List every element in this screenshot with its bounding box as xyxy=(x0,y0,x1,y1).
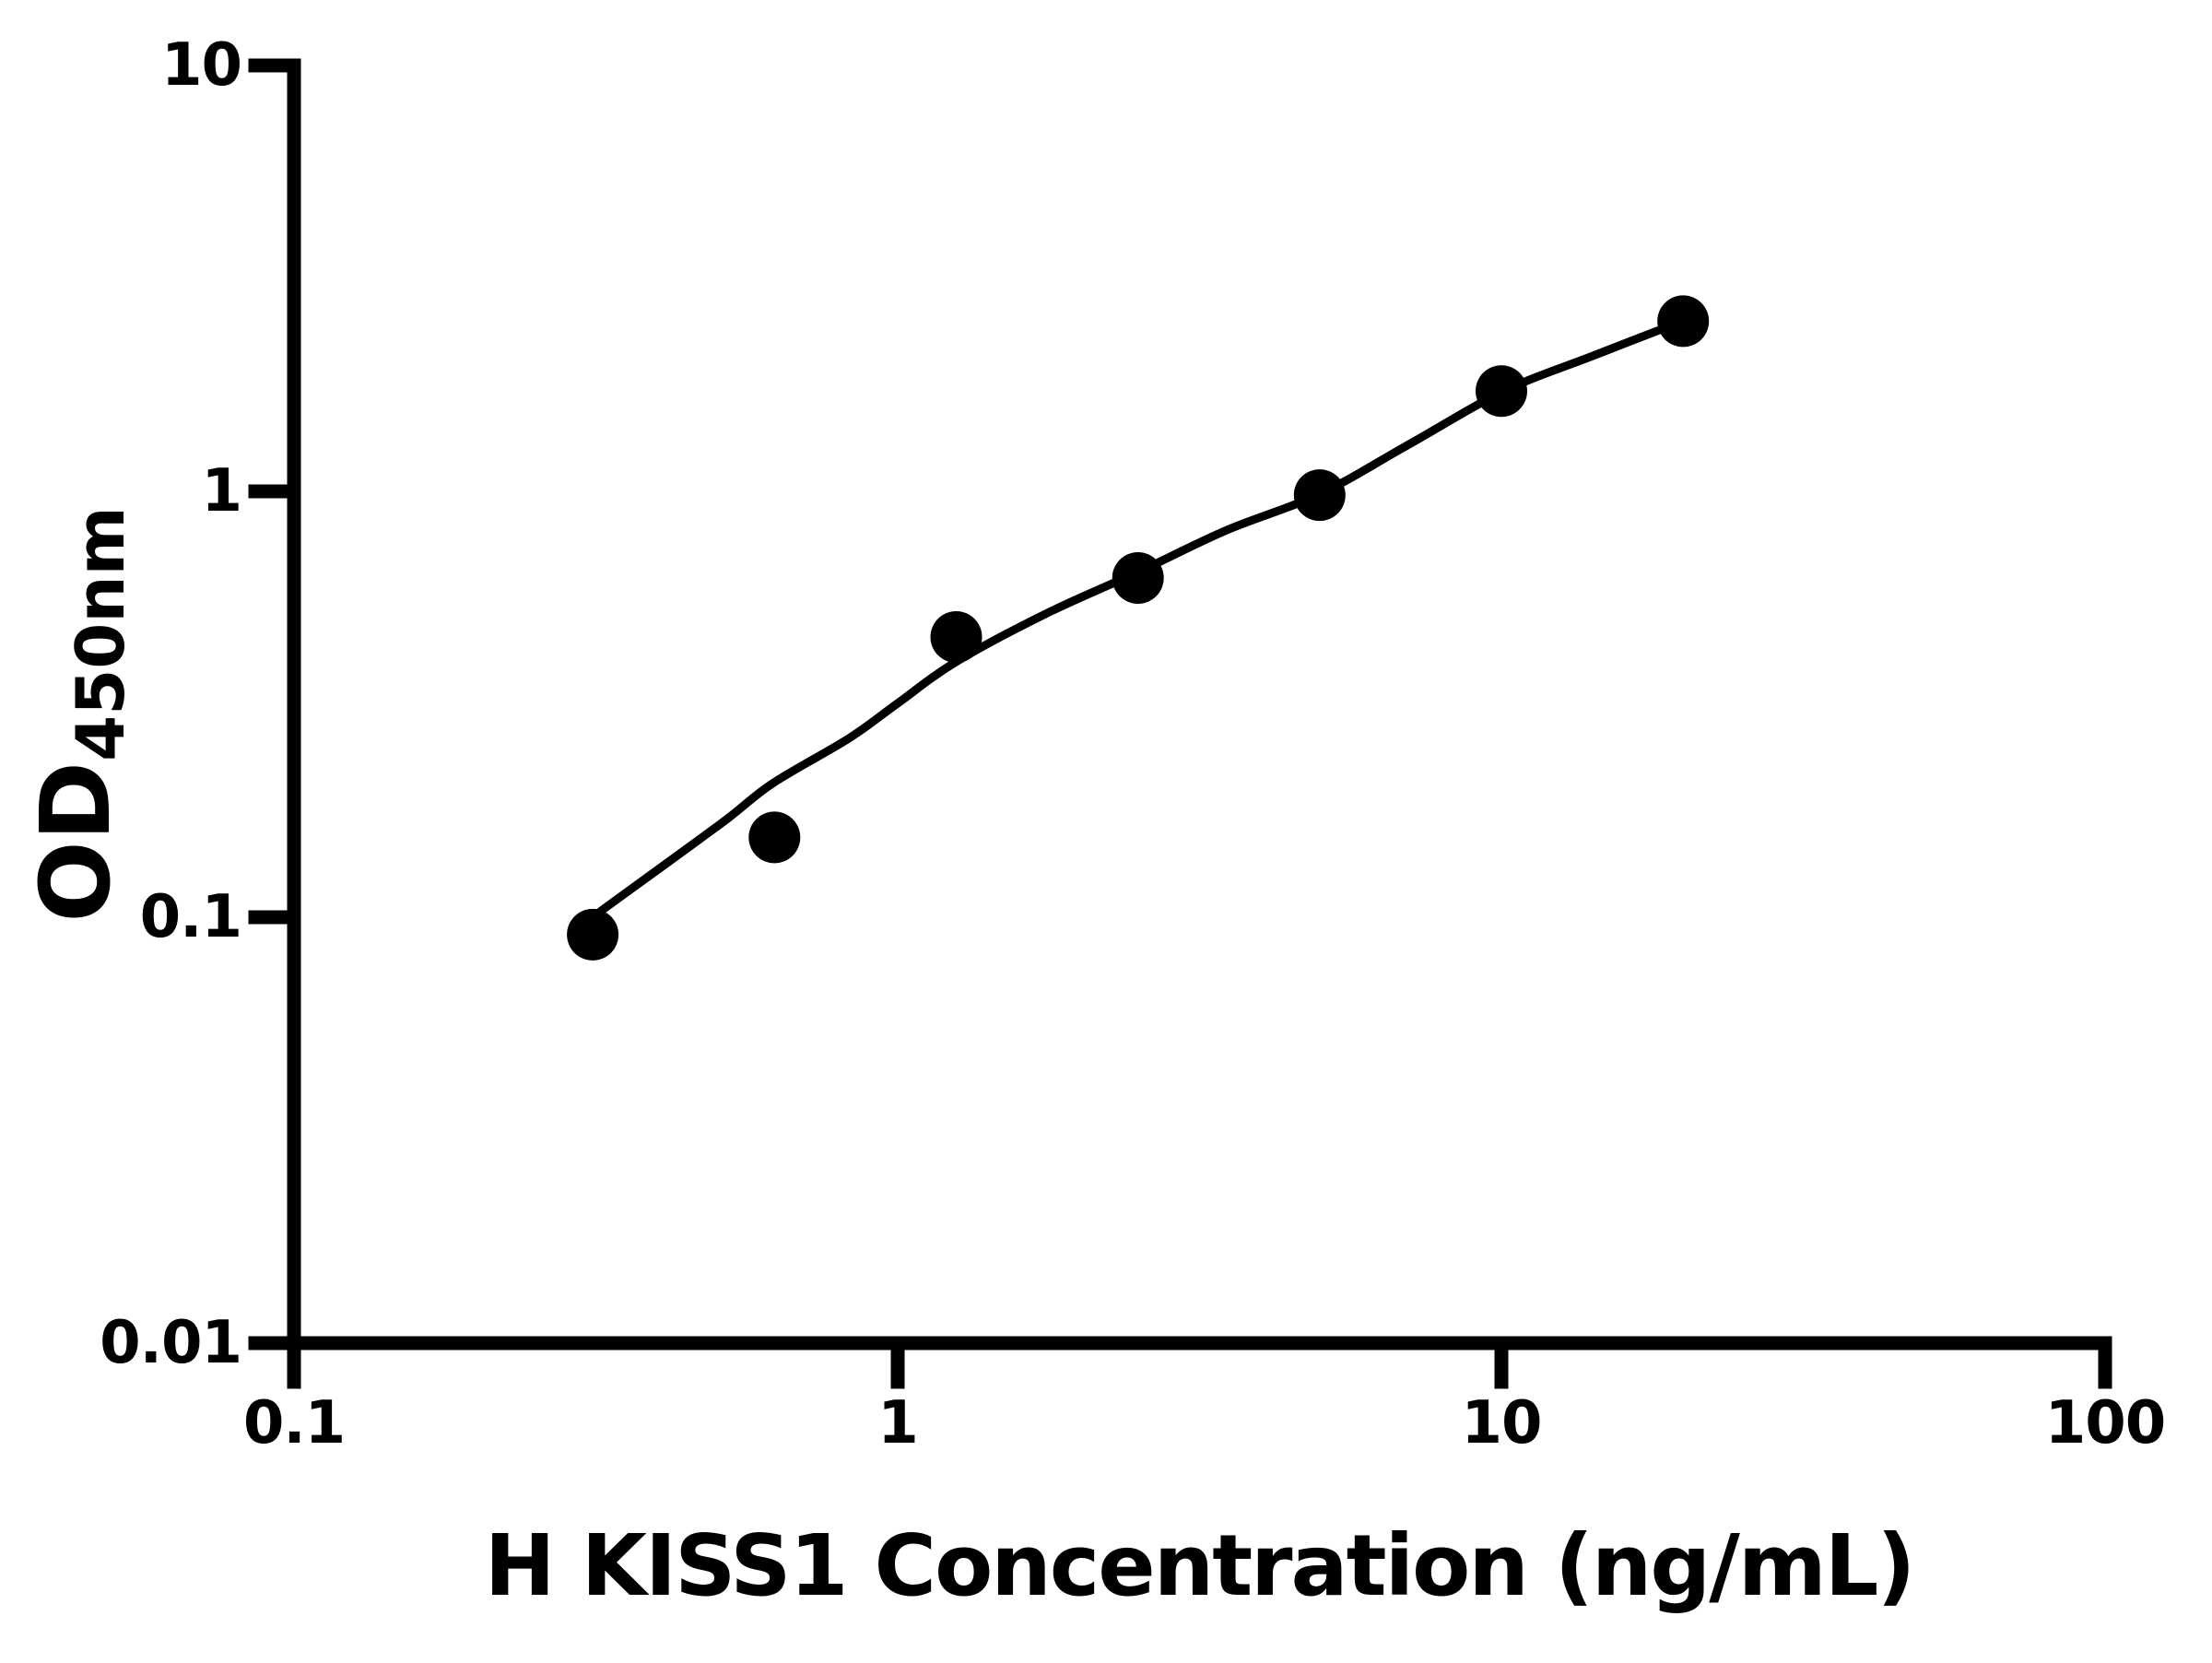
data-point xyxy=(1293,469,1346,522)
axis-ticks xyxy=(248,58,2112,1389)
x-tick-label: 100 xyxy=(2045,1389,2166,1457)
x-tick-label: 0.1 xyxy=(243,1389,345,1457)
y-tick-label: 0.1 xyxy=(140,883,241,951)
data-point xyxy=(1112,552,1164,604)
x-axis-title: H KISS1 Concentration (ng/mL) xyxy=(485,1516,1914,1615)
data-point xyxy=(1476,365,1527,418)
y-axis-title-main: OD xyxy=(19,761,132,923)
y-axis-title: OD450nm xyxy=(19,506,139,922)
data-point xyxy=(567,908,619,961)
x-tick-label: 1 xyxy=(877,1389,918,1457)
data-point xyxy=(1657,295,1710,348)
y-axis-title-subscript: 450nm xyxy=(62,506,139,761)
data-point xyxy=(748,811,801,864)
y-tick-label: 10 xyxy=(161,31,241,100)
data-points-group xyxy=(567,295,1710,961)
axes xyxy=(287,58,2112,1350)
x-tick-label: 10 xyxy=(1461,1389,1541,1457)
y-tick-label: 0.01 xyxy=(100,1309,241,1377)
y-tick-label: 1 xyxy=(201,457,241,525)
data-point xyxy=(930,611,982,663)
